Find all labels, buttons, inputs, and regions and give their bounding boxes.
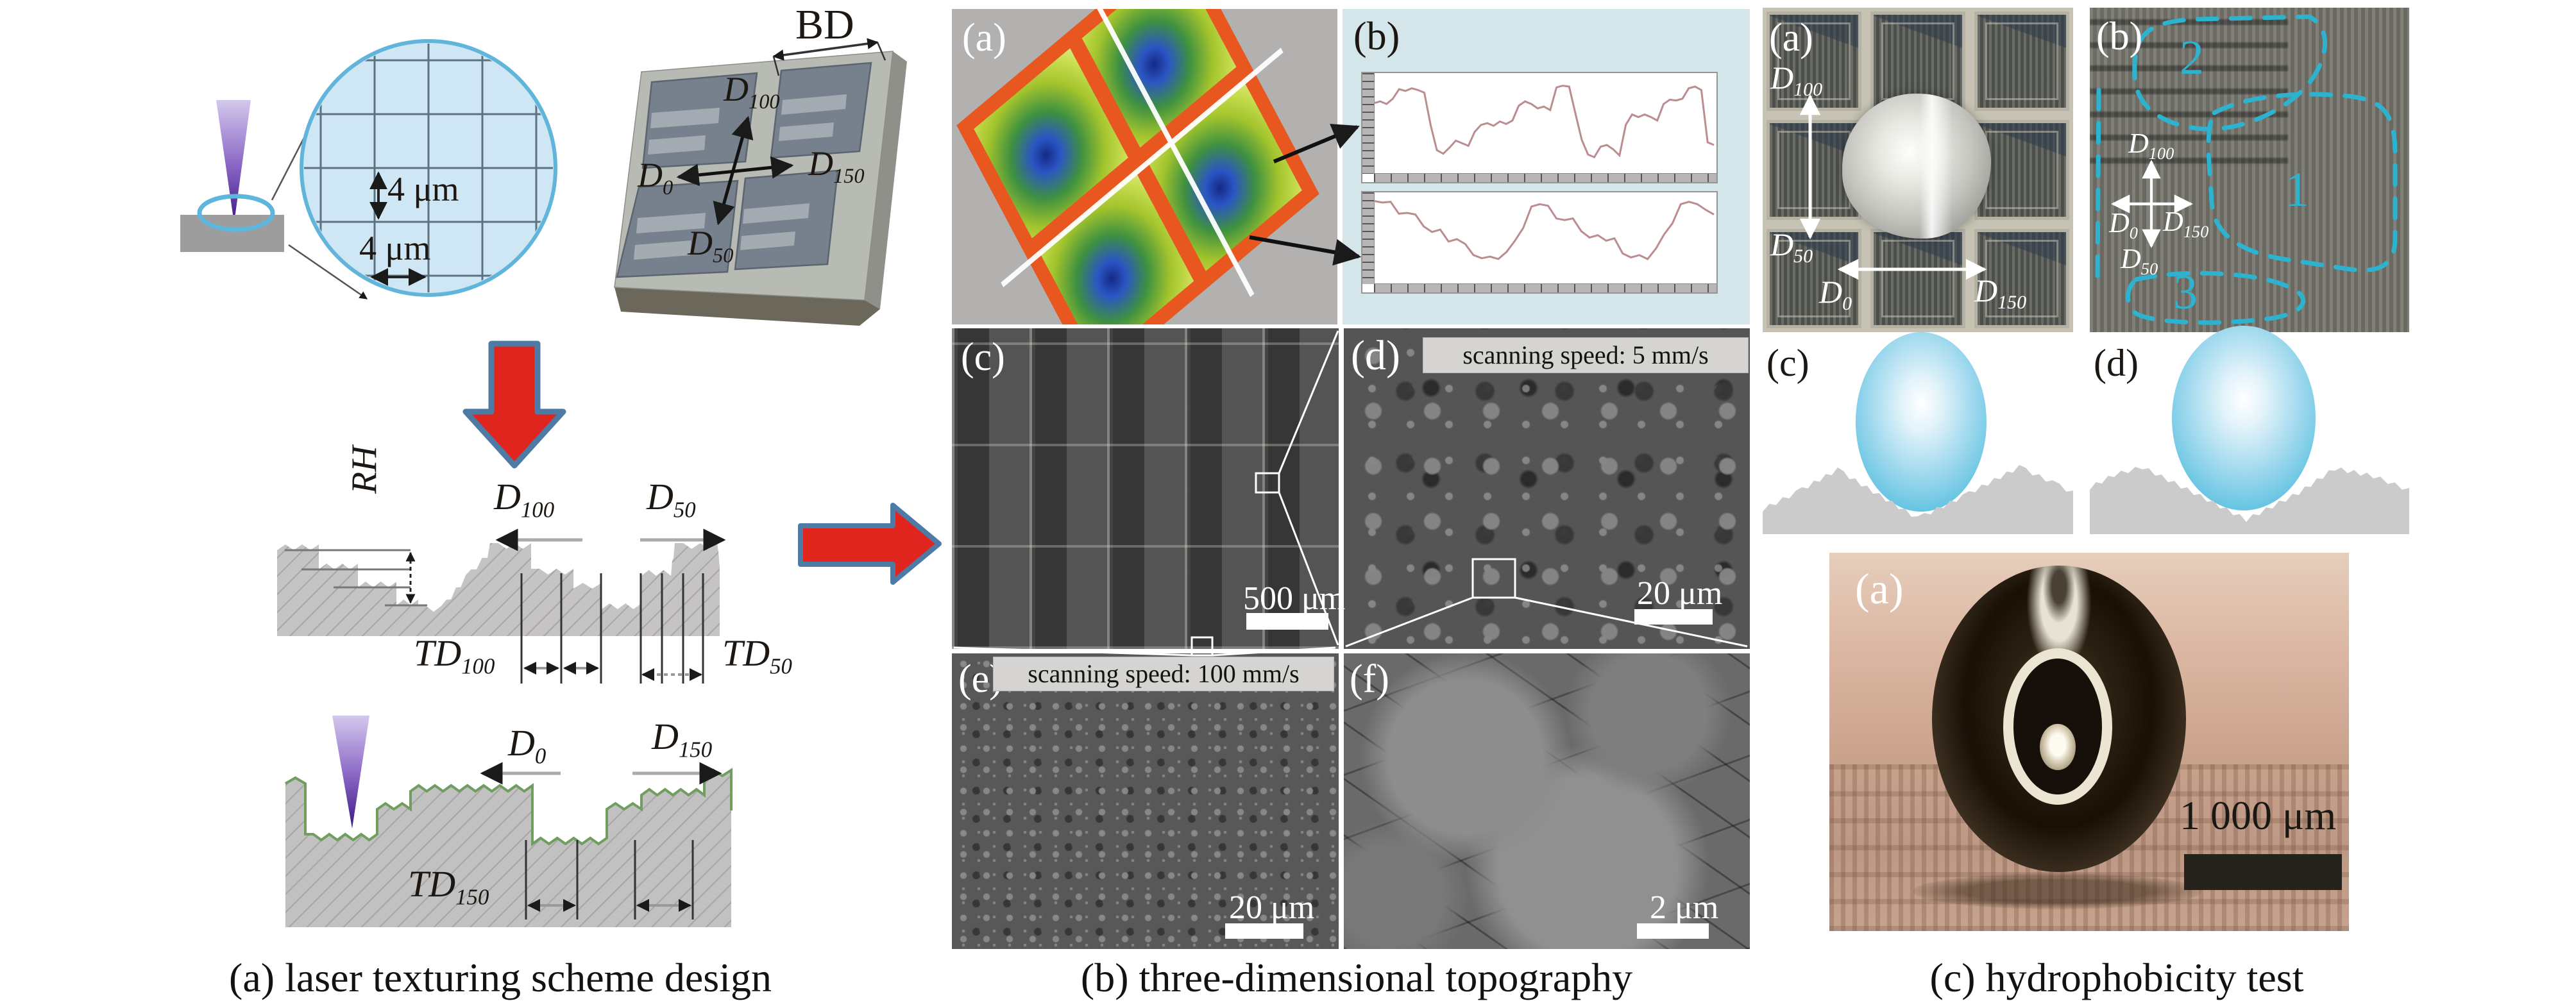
panel-label-topo-c: (c)	[961, 335, 1005, 379]
flow-arrow-down-icon	[462, 340, 566, 469]
td150-measure-lines	[525, 840, 694, 920]
profile2-cross-section	[285, 770, 731, 927]
sem-b-d50-label: D50	[2121, 243, 2158, 278]
spot-horizontal-dimension-label: 4 μm	[359, 229, 431, 267]
caption-right: (c) hydrophobicity test	[1929, 955, 2304, 1000]
profile2-d150-label: D150	[652, 716, 713, 762]
scanning-speed-banner-d: scanning speed: 5 mm/s	[1423, 337, 1749, 373]
sem-b-d100-label: D100	[2128, 128, 2174, 163]
block-d150-label: D150	[808, 144, 865, 188]
panel-label-topo-a: (a)	[962, 16, 1006, 60]
caption-middle: (b) three-dimensional topography	[1080, 955, 1633, 1000]
panel-label-topo-b: (b)	[1353, 15, 1400, 58]
block-d50-label: D50	[688, 224, 734, 267]
profile2-td150-label: TD150	[408, 863, 489, 910]
texture-cell	[1974, 12, 2069, 112]
substrate-block	[180, 215, 284, 252]
sem-b-d150-label: D150	[2163, 206, 2209, 241]
texture-cell	[1767, 12, 1861, 112]
droplet-reflection-core	[2040, 723, 2076, 770]
scanning-speed-banner-e: scanning speed: 100 mm/s	[993, 657, 1334, 691]
panel-label-hydro-b: (b)	[2096, 15, 2143, 58]
region-2-number: 2	[2180, 31, 2204, 85]
profile2-green-edge	[284, 768, 733, 846]
photo-scalebar-label: 1 000 μm	[2180, 793, 2337, 838]
water-spot-on-texture	[1842, 94, 1991, 239]
block-d100-label: D100	[724, 70, 780, 113]
height-colormap	[956, 9, 1319, 324]
scalebar-label-f: 2 μm	[1650, 889, 1719, 926]
rh-label: RH	[344, 446, 384, 494]
laser-beam-icon	[216, 100, 251, 223]
profile1-td50-label: TD50	[722, 632, 792, 679]
caption-left: (a) laser texturing scheme design	[229, 955, 772, 1000]
chart1-x-ticks	[1374, 173, 1716, 182]
scalebar-c	[1246, 613, 1328, 630]
chart2-y-ticks	[1362, 192, 1375, 284]
droplet-reflection-ring	[2003, 648, 2113, 805]
sem-2um-panel	[1344, 653, 1750, 949]
block-horizontal-direction-arrow	[676, 156, 794, 187]
bd-label: BD	[795, 1, 854, 48]
panel-label-wet-c: (c)	[1767, 342, 1809, 384]
rh-step-lines	[285, 549, 427, 607]
laser-focus-ring	[197, 194, 275, 232]
block-vertical-direction-arrow	[713, 115, 754, 226]
profile1-cross-section	[277, 543, 720, 636]
photo-label-a: (a)	[1855, 564, 1904, 613]
chart2-x-ticks	[1374, 283, 1716, 292]
profile1-hatching	[277, 543, 720, 636]
sem-a-d100-label: D100	[1770, 60, 1823, 100]
magnify-connector-line	[271, 109, 319, 201]
sem-5mms-panel	[1344, 328, 1750, 649]
panel-label-topo-f: (f)	[1350, 657, 1389, 701]
scalebar-label-d: 20 μm	[1637, 575, 1723, 612]
td100-measure-lines	[520, 573, 602, 684]
panel-label-topo-d: (d)	[1351, 332, 1400, 379]
photo-scalebar	[2184, 854, 2342, 890]
chart1-y-ticks	[1362, 73, 1375, 174]
panel-label-wet-d: (d)	[2094, 342, 2139, 384]
profile-chart-2	[1361, 191, 1718, 294]
region-3-number: 3	[2173, 265, 2198, 319]
block-d0-label: D0	[638, 156, 674, 199]
scalebar-label-e: 20 μm	[1229, 889, 1315, 926]
droplet-shadow	[1913, 873, 2201, 909]
profile1-d100-label: D100	[494, 476, 555, 523]
td50-measure-lines	[640, 573, 704, 684]
profile2-d0-label: D0	[508, 722, 547, 769]
profile2-hatching	[285, 770, 731, 927]
sem-100mms-panel	[952, 653, 1339, 949]
texture-cell	[1870, 228, 1965, 328]
topography-3d-panel	[952, 9, 1337, 324]
profile-chart-1	[1361, 72, 1718, 183]
photo-water-droplet	[1932, 566, 2186, 872]
scalebar-label-c: 500 μm	[1243, 580, 1346, 617]
sem-a-d150-label: D150	[1974, 273, 2027, 313]
wetting-sketch-c	[1763, 339, 2073, 533]
magnify-connector-line	[288, 244, 368, 300]
sem-b-d0-label: D0	[2109, 207, 2138, 242]
profile1-td100-label: TD100	[414, 632, 495, 679]
laser-beam-icon	[332, 716, 369, 828]
scalebar-d	[1634, 609, 1713, 625]
spot-vertical-dimension-label: 4 μm	[387, 170, 459, 208]
region-1-number: 1	[2285, 163, 2309, 217]
scalebar-f	[1637, 923, 1709, 939]
profile1-d50-label: D50	[647, 476, 696, 523]
texture-cell	[1974, 228, 2069, 328]
flow-arrow-right-icon	[798, 503, 942, 585]
droplet-photo	[1829, 553, 2349, 931]
sem-a-d50-label: D50	[1770, 226, 1813, 267]
texture-cell	[1974, 120, 2069, 220]
scalebar-e	[1225, 923, 1303, 939]
sem-a-d0-label: D0	[1819, 274, 1852, 314]
panel-label-hydro-a: (a)	[1769, 16, 1813, 60]
